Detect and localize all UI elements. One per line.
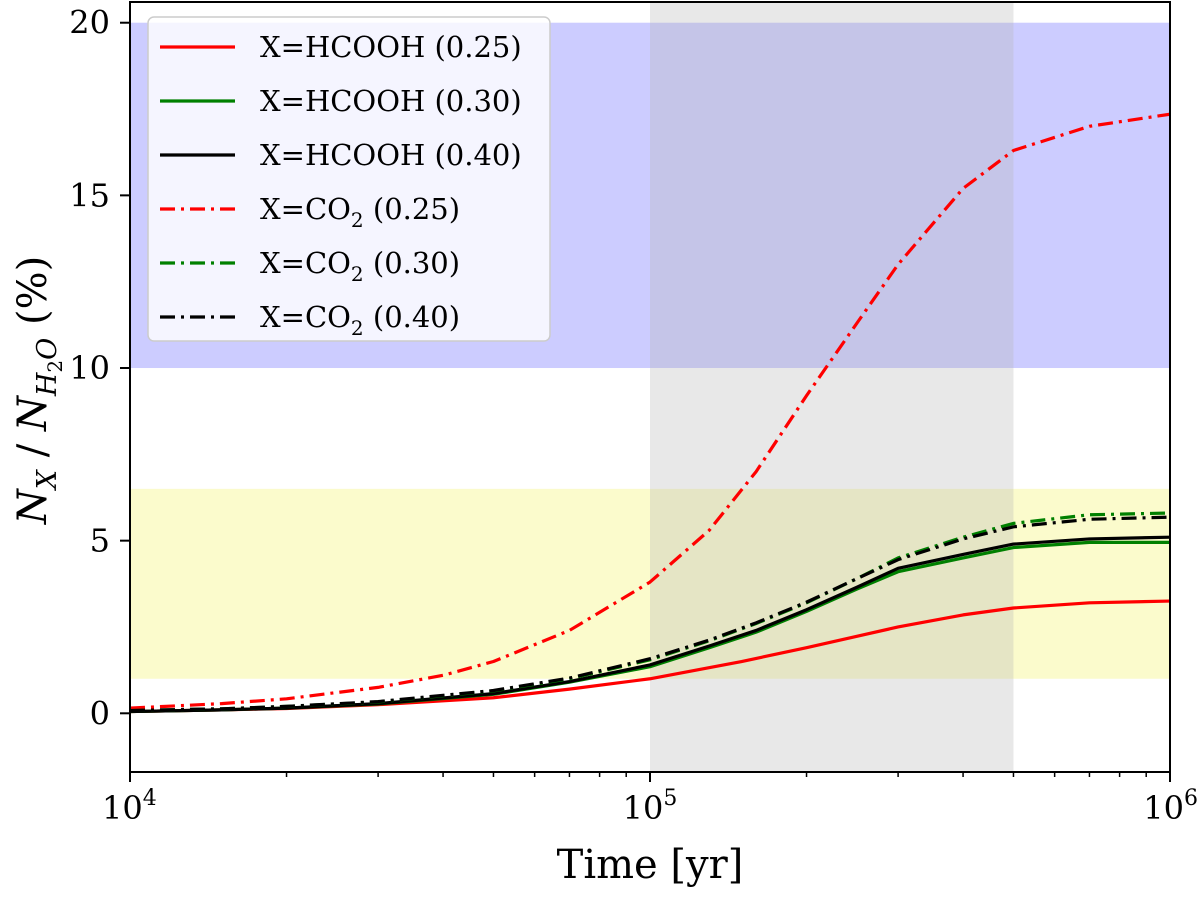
y-axis-title: NX / NH2O (%): [10, 256, 67, 526]
legend-label: X=HCOOH (0.30): [260, 84, 522, 118]
x-tick-label: 106: [1143, 786, 1198, 827]
x-tick-label: 105: [623, 786, 678, 827]
legend-label: X=CO2 (0.25): [260, 192, 460, 232]
y-axis-ticks: 0 5 10 15 20: [69, 4, 130, 732]
series-line-6: [130, 515, 1170, 713]
y-tick-label: 5: [90, 522, 110, 560]
series-line-4: [130, 112, 1170, 710]
x-axis-ticks: 104 105 106: [102, 772, 1198, 827]
legend-label: X=HCOOH (0.40): [260, 138, 522, 172]
y-tick-label: 10: [69, 349, 110, 387]
y-tick-label: 15: [69, 176, 110, 214]
time-window-band: [650, 2, 1014, 772]
legend-label: X=CO2 (0.40): [260, 300, 460, 340]
y-tick-label: 20: [69, 4, 110, 42]
legend-label: X=HCOOH (0.25): [260, 30, 522, 64]
series-line-3: [130, 535, 1170, 714]
x-axis-title: Time [yr]: [557, 842, 744, 888]
legend: X=HCOOH (0.25) X=HCOOH (0.30) X=HCOOH (0.4…: [147, 16, 551, 342]
x-tick-label: 104: [102, 786, 157, 827]
legend-box: [147, 16, 551, 342]
y-tick-label: 0: [90, 694, 110, 732]
series-lines: [130, 112, 1170, 714]
legend-label: X=CO2 (0.30): [260, 246, 460, 286]
